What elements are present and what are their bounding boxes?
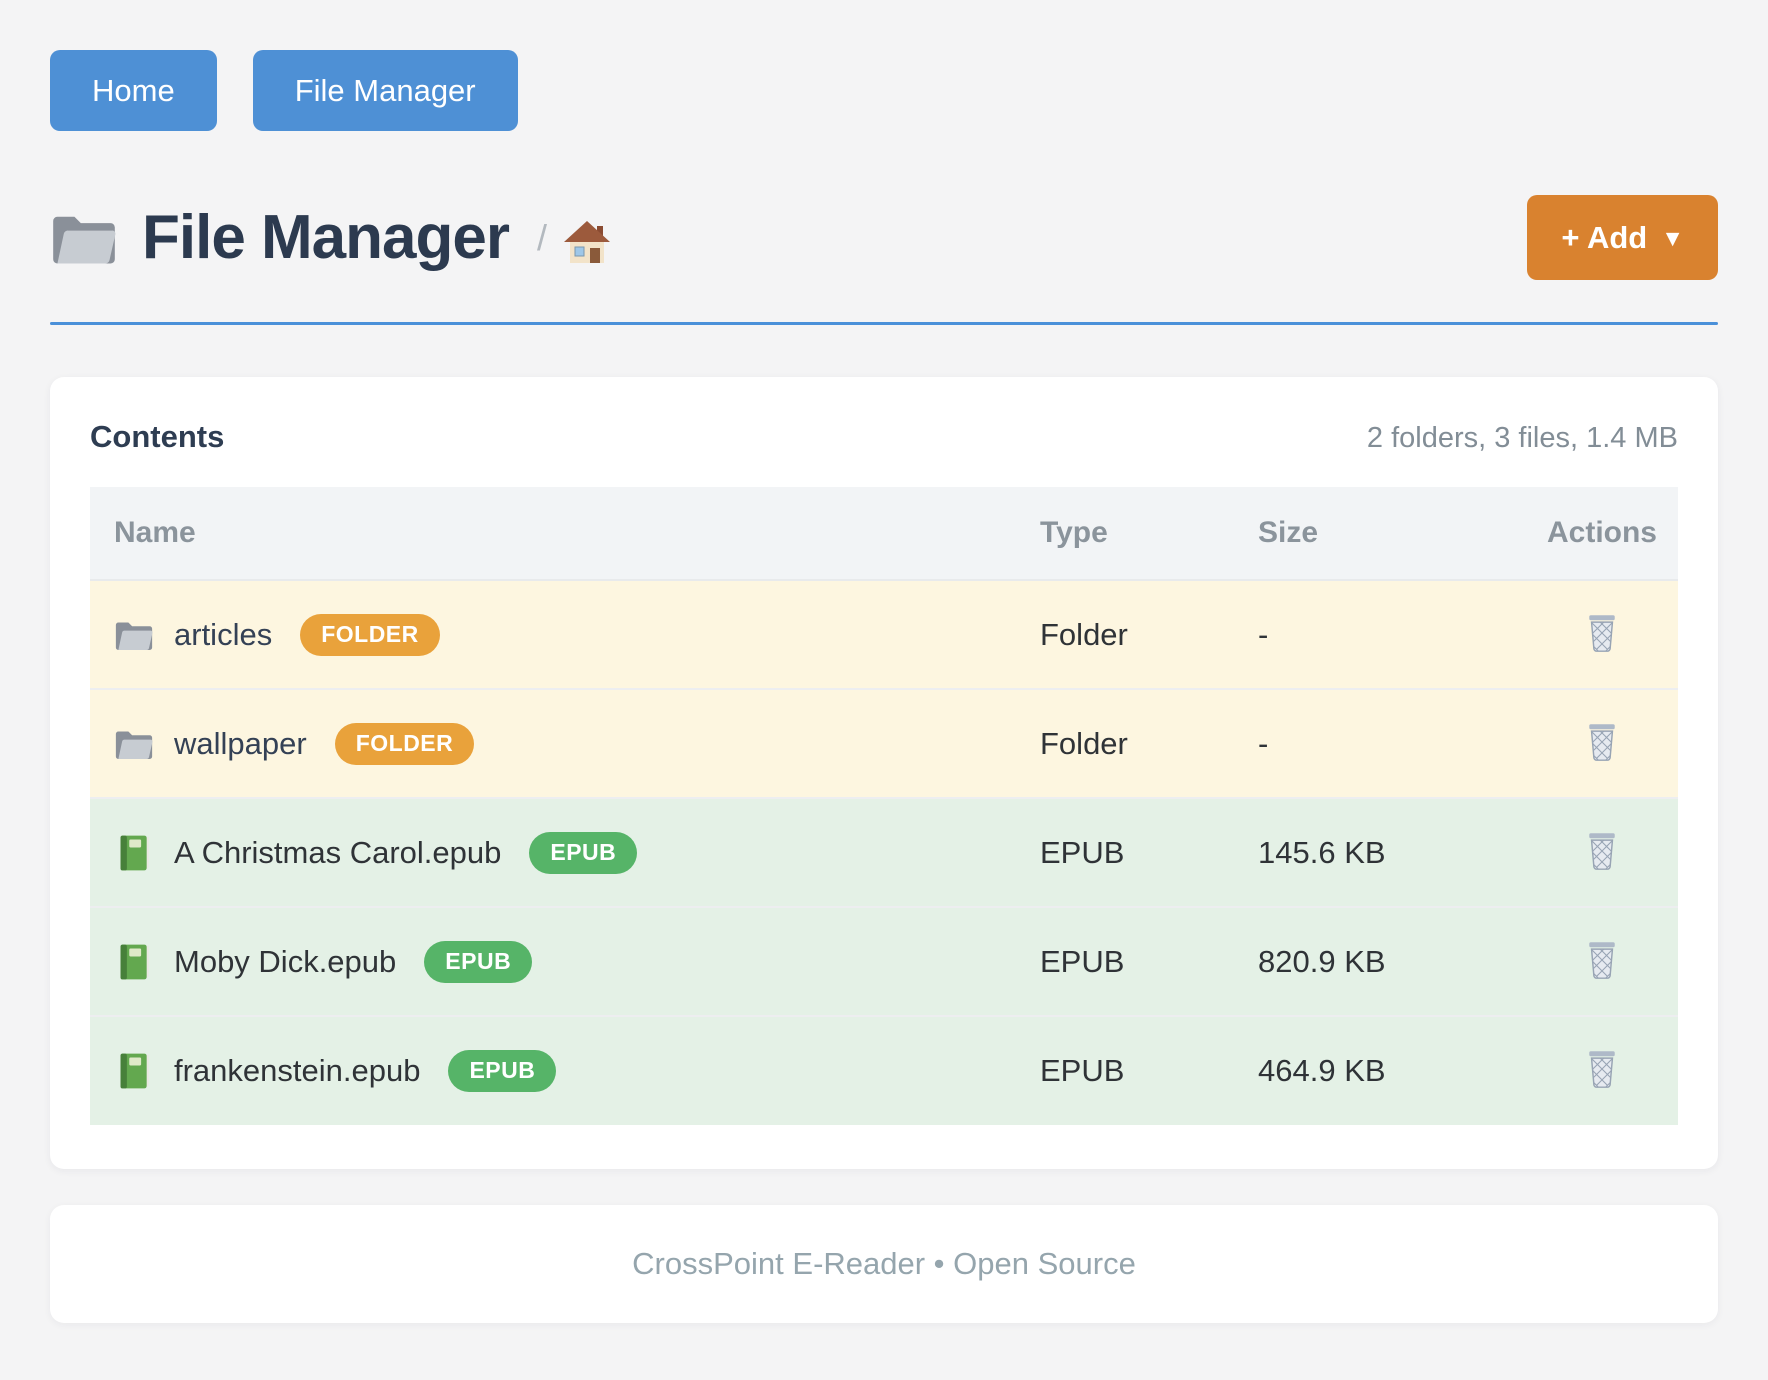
type-badge: EPUB — [529, 831, 638, 874]
table-row[interactable]: wallpaper FOLDER Folder - — [90, 688, 1678, 798]
contents-heading: Contents — [90, 419, 225, 454]
header-divider — [50, 322, 1718, 325]
file-type: EPUB — [1016, 797, 1234, 907]
file-type: Folder — [1016, 580, 1234, 689]
file-name: A Christmas Carol.epub — [174, 834, 502, 870]
page: Home File Manager File Manager / + Add ▼ — [50, 0, 1718, 1323]
column-header-type: Type — [1016, 487, 1234, 581]
file-size: 820.9 KB — [1234, 906, 1526, 1016]
delete-button[interactable] — [1581, 718, 1623, 766]
delete-button[interactable] — [1581, 1045, 1623, 1093]
trash-icon — [1589, 832, 1615, 870]
file-name: frankenstein.epub — [174, 1053, 421, 1088]
delete-button[interactable] — [1581, 827, 1623, 875]
title-wrap: File Manager / — [50, 202, 611, 273]
chevron-down-icon: ▼ — [1661, 225, 1684, 251]
table-row[interactable]: articles FOLDER Folder - — [90, 580, 1678, 689]
nav-button-file-manager[interactable]: File Manager — [252, 50, 518, 131]
file-type: Folder — [1016, 688, 1234, 798]
file-type: EPUB — [1016, 906, 1234, 1016]
file-size: - — [1234, 688, 1526, 798]
footer: CrossPoint E-Reader • Open Source — [50, 1205, 1718, 1323]
file-name: Moby Dick.epub — [174, 943, 397, 979]
file-table: Name Type Size Actions — [90, 487, 1678, 1125]
folder-icon — [114, 616, 154, 654]
top-nav: Home File Manager — [50, 0, 1718, 131]
card-head: Contents 2 folders, 3 files, 1.4 MB — [90, 419, 1678, 455]
contents-card: Contents 2 folders, 3 files, 1.4 MB Name… — [50, 377, 1718, 1169]
trash-icon — [1589, 614, 1615, 652]
file-size: - — [1234, 580, 1526, 689]
column-header-size: Size — [1234, 487, 1526, 581]
nav-button-home[interactable]: Home — [50, 50, 217, 131]
delete-button[interactable] — [1581, 936, 1623, 984]
trash-icon — [1589, 723, 1615, 761]
file-name: wallpaper — [174, 725, 307, 761]
book-icon — [114, 834, 154, 872]
add-button[interactable]: + Add ▼ — [1527, 195, 1718, 280]
delete-button[interactable] — [1581, 609, 1623, 657]
folder-icon — [114, 725, 154, 763]
table-row[interactable]: Moby Dick.epub EPUB EPUB 820.9 KB — [90, 906, 1678, 1016]
type-badge: FOLDER — [334, 722, 475, 765]
file-size: 145.6 KB — [1234, 797, 1526, 907]
footer-text: CrossPoint E-Reader • Open Source — [632, 1246, 1136, 1281]
page-header: File Manager / + Add ▼ — [50, 195, 1718, 280]
file-type: EPUB — [1016, 1015, 1234, 1125]
table-body: articles FOLDER Folder - — [90, 580, 1678, 1125]
trash-icon — [1589, 1051, 1615, 1088]
page-title: File Manager — [142, 203, 510, 272]
book-icon — [114, 1052, 154, 1090]
table-row[interactable]: A Christmas Carol.epub EPUB EPUB 145.6 K… — [90, 797, 1678, 907]
type-badge: EPUB — [424, 940, 533, 983]
home-icon[interactable] — [563, 220, 611, 264]
column-header-name: Name — [90, 487, 1016, 581]
table-row[interactable]: frankenstein.epub EPUB EPUB 464.9 KB — [90, 1015, 1678, 1125]
trash-icon — [1589, 941, 1615, 979]
folder-icon — [53, 216, 116, 263]
contents-summary: 2 folders, 3 files, 1.4 MB — [1366, 422, 1678, 454]
book-icon — [114, 943, 154, 981]
type-badge: EPUB — [448, 1050, 557, 1092]
file-name: articles — [174, 616, 273, 652]
type-badge: FOLDER — [300, 613, 440, 656]
table-header-row: Name Type Size Actions — [90, 487, 1678, 581]
breadcrumb-separator: / — [537, 216, 548, 258]
column-header-actions: Actions — [1526, 487, 1678, 581]
add-button-label: + Add — [1561, 220, 1648, 255]
file-size: 464.9 KB — [1234, 1015, 1526, 1125]
